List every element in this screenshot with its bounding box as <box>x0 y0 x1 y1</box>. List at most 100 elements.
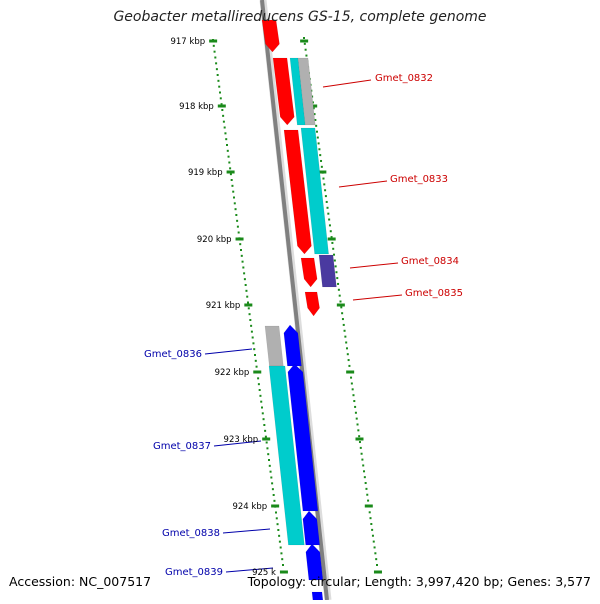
callout-line <box>225 567 274 573</box>
left-minor-tick <box>265 441 268 444</box>
left-minor-tick <box>222 120 225 123</box>
right-minor-tick <box>344 335 347 338</box>
right-major-tick <box>327 237 336 241</box>
scale-label: 924 kbp <box>232 502 267 512</box>
right-minor-tick <box>305 54 308 57</box>
right-minor-tick <box>337 288 340 291</box>
right-minor-tick <box>335 271 338 274</box>
left-minor-tick <box>251 336 254 339</box>
right-minor-tick <box>338 294 341 297</box>
left-minor-tick <box>214 56 217 59</box>
right-minor-tick <box>320 159 323 162</box>
right-major-tick <box>300 39 309 43</box>
left-minor-tick <box>225 138 228 141</box>
right-minor-tick <box>320 165 323 168</box>
gene-gmet-0835-cds[interactable] <box>304 291 320 317</box>
left-minor-tick <box>236 219 239 222</box>
left-minor-tick <box>230 179 233 181</box>
right-minor-tick <box>359 446 362 449</box>
left-minor-tick <box>240 254 243 257</box>
right-minor-tick <box>370 523 373 526</box>
gene-label[interactable]: Gmet_0833 <box>390 174 448 185</box>
gene-gmet-0834-rna[interactable] <box>318 254 337 288</box>
left-minor-tick <box>226 144 228 146</box>
left-minor-tick <box>244 284 247 286</box>
left-minor-tick <box>252 342 255 345</box>
gene-gmet-0837-cds[interactable] <box>287 363 319 512</box>
gene-gmet-0833-feature[interactable] <box>300 127 329 255</box>
gene-label[interactable]: Gmet_0832 <box>375 73 433 84</box>
right-minor-tick <box>322 177 325 180</box>
left-minor-tick <box>271 482 274 485</box>
left-minor-tick <box>237 231 240 234</box>
left-minor-tick <box>221 109 224 111</box>
gene-label[interactable]: Gmet_0837 <box>153 441 211 452</box>
gene-gmet-0833-cds[interactable] <box>283 129 312 255</box>
left-minor-tick <box>245 289 248 292</box>
gene-gmet-0836-cds[interactable] <box>283 324 302 367</box>
gene-label[interactable]: Gmet_0836 <box>144 349 202 360</box>
right-major-tick <box>355 437 364 441</box>
gene-label[interactable]: Gmet_0839 <box>165 567 223 578</box>
left-major-tick <box>262 437 271 441</box>
right-minor-tick <box>337 282 340 285</box>
left-major-tick <box>217 104 226 108</box>
right-minor-tick <box>331 241 334 244</box>
gene-fragment-top[interactable] <box>261 19 280 53</box>
gene-gmet-0832-cds[interactable] <box>272 57 295 126</box>
gene-label[interactable]: Gmet_0835 <box>405 288 463 299</box>
scale-labels: 917 kbp 918 kbp 919 kbp 920 kbp 921 kbp 922 k… <box>170 37 276 578</box>
left-minor-tick <box>239 243 242 246</box>
left-minor-tick <box>268 464 271 467</box>
left-minor-tick <box>249 319 252 321</box>
right-major-tick <box>318 170 327 174</box>
left-minor-tick <box>264 435 267 438</box>
right-minor-tick <box>353 400 356 403</box>
left-minor-tick <box>263 424 266 426</box>
gene-gmet-0834-cds[interactable] <box>300 257 318 288</box>
scale-label: 918 kbp <box>179 102 214 112</box>
right-minor-tick <box>343 329 346 332</box>
right-minor-tick <box>324 195 327 198</box>
gene-gmet-0839-cds[interactable] <box>305 543 324 581</box>
left-minor-tick <box>278 540 281 543</box>
left-minor-tick <box>257 383 260 386</box>
callout-line <box>204 348 253 355</box>
left-minor-tick <box>231 184 234 187</box>
gene-gmet-0838-cds[interactable] <box>302 510 320 546</box>
left-major-tick <box>253 370 262 374</box>
left-minor-tick <box>219 97 222 100</box>
left-major-tick <box>235 237 244 241</box>
left-minor-tick <box>267 453 270 456</box>
right-minor-tick <box>328 224 331 227</box>
left-minor-tick <box>218 85 221 88</box>
right-minor-tick <box>312 107 315 110</box>
left-minor-tick <box>258 389 261 391</box>
left-minor-tick <box>257 377 260 380</box>
right-minor-tick <box>363 470 366 473</box>
gene-gmet-0832-pseudo[interactable] <box>297 57 316 126</box>
right-minor-tick <box>347 359 350 362</box>
right-minor-tick <box>351 388 354 391</box>
left-minor-tick <box>275 511 277 514</box>
right-minor-tick <box>319 154 322 157</box>
right-minor-tick <box>329 230 332 233</box>
callout-line <box>222 528 271 534</box>
left-minor-tick <box>216 74 219 76</box>
right-minor-tick <box>371 528 374 531</box>
topology-label: Topology: circular; Length: 3,997,420 bp… <box>247 574 591 589</box>
right-minor-tick <box>332 247 335 250</box>
right-minor-tick <box>345 341 348 344</box>
gene-gmet-0837-feature[interactable] <box>268 365 305 546</box>
left-minor-tick <box>275 517 278 520</box>
gene-label[interactable]: Gmet_0838 <box>162 528 220 539</box>
callout-line <box>322 79 372 88</box>
left-minor-tick <box>215 68 218 71</box>
scale-label: 922 kbp <box>215 368 250 378</box>
left-minor-tick <box>215 62 218 65</box>
right-minor-tick <box>367 499 370 502</box>
gene-label[interactable]: Gmet_0834 <box>401 256 459 267</box>
gene-gmet-0836-pseudo[interactable] <box>264 325 284 367</box>
right-minor-tick <box>358 435 361 438</box>
gene-fragment-bottom[interactable] <box>311 591 324 601</box>
